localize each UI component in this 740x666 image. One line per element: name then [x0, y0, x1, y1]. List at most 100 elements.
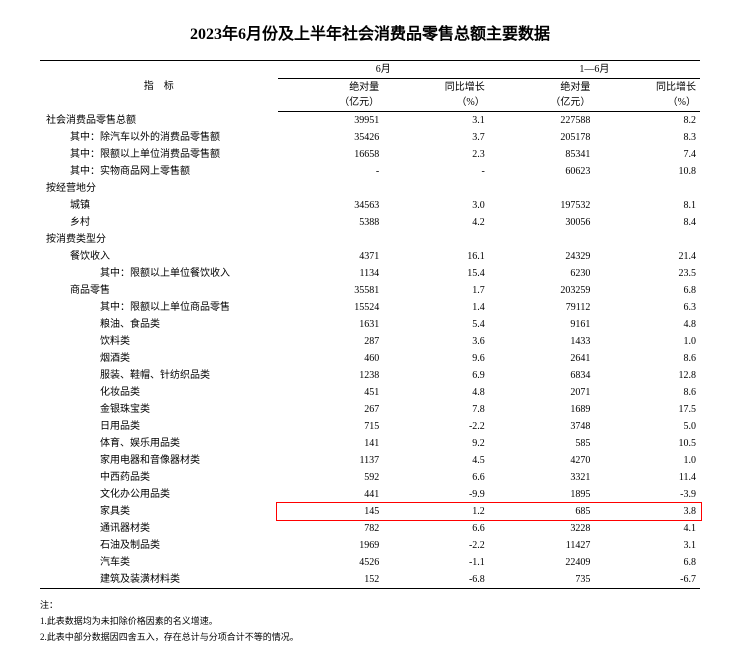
row-label: 其中：除汽车以外的消费品零售额 [40, 129, 278, 146]
cell-v2: 6230 [489, 265, 595, 282]
cell-v1: 1137 [278, 452, 384, 469]
table-row: 家具类1451.26853.8 [40, 503, 700, 520]
header-indicator: 指 标 [40, 61, 278, 112]
table-row: 按消费类型分 [40, 231, 700, 248]
cell-g2: 21.4 [594, 248, 700, 265]
table-row: 其中：除汽车以外的消费品零售额354263.72051788.3 [40, 129, 700, 146]
cell-v1: 34563 [278, 197, 384, 214]
cell-v2: 2071 [489, 384, 595, 401]
table-container: 指 标 6月 1—6月 绝对量（亿元） 同比增长（%） 绝对量（亿元） 同比增长… [40, 60, 700, 589]
cell-g1: 6.9 [383, 367, 489, 384]
cell-g1: 5.4 [383, 316, 489, 333]
row-label: 日用品类 [40, 418, 278, 435]
row-label: 商品零售 [40, 282, 278, 299]
table-row: 金银珠宝类2677.8168917.5 [40, 401, 700, 418]
cell-g2: 8.3 [594, 129, 700, 146]
table-row: 家用电器和音像器材类11374.542701.0 [40, 452, 700, 469]
cell-v1: 267 [278, 401, 384, 418]
cell-v2: 197532 [489, 197, 595, 214]
cell-v2: 9161 [489, 316, 595, 333]
table-row: 乡村53884.2300568.4 [40, 214, 700, 231]
cell-v2: 205178 [489, 129, 595, 146]
row-label: 其中：实物商品网上零售额 [40, 163, 278, 180]
row-label: 金银珠宝类 [40, 401, 278, 418]
cell-g1: 4.8 [383, 384, 489, 401]
cell-g1: 7.8 [383, 401, 489, 418]
cell-v2: 3228 [489, 520, 595, 537]
table-row: 中西药品类5926.6332111.4 [40, 469, 700, 486]
table-row: 汽车类4526-1.1224096.8 [40, 554, 700, 571]
row-label: 体育、娱乐用品类 [40, 435, 278, 452]
cell-g1: 1.4 [383, 299, 489, 316]
cell-v1: 460 [278, 350, 384, 367]
row-label: 通讯器材类 [40, 520, 278, 537]
cell-v2: 735 [489, 571, 595, 589]
table-row: 服装、鞋帽、针纺织品类12386.9683412.8 [40, 367, 700, 384]
cell-g1: 16.1 [383, 248, 489, 265]
row-label: 粮油、食品类 [40, 316, 278, 333]
cell-v1: 441 [278, 486, 384, 503]
table-row: 建筑及装潢材料类152-6.8735-6.7 [40, 571, 700, 589]
cell-v2: 4270 [489, 452, 595, 469]
table-row: 日用品类715-2.237485.0 [40, 418, 700, 435]
row-label: 社会消费品零售总额 [40, 112, 278, 130]
cell-g2 [594, 180, 700, 197]
cell-g1: 3.0 [383, 197, 489, 214]
cell-v2: 22409 [489, 554, 595, 571]
cell-v2: 3321 [489, 469, 595, 486]
cell-v1: 4526 [278, 554, 384, 571]
cell-v1: 451 [278, 384, 384, 401]
row-label: 建筑及装潢材料类 [40, 571, 278, 589]
cell-g1: - [383, 163, 489, 180]
row-label: 其中：限额以上单位餐饮收入 [40, 265, 278, 282]
table-row: 商品零售355811.72032596.8 [40, 282, 700, 299]
cell-g2: 3.1 [594, 537, 700, 554]
cell-v1: 35581 [278, 282, 384, 299]
cell-g1: 6.6 [383, 520, 489, 537]
cell-v2: 6834 [489, 367, 595, 384]
table-row: 按经营地分 [40, 180, 700, 197]
cell-v2 [489, 180, 595, 197]
cell-g1: 4.5 [383, 452, 489, 469]
cell-v2: 60623 [489, 163, 595, 180]
cell-g2: 8.6 [594, 384, 700, 401]
page-title: 2023年6月份及上半年社会消费品零售总额主要数据 [40, 20, 700, 44]
cell-v2: 685 [489, 503, 595, 520]
cell-g1: -6.8 [383, 571, 489, 589]
cell-g2: 5.0 [594, 418, 700, 435]
table-row: 体育、娱乐用品类1419.258510.5 [40, 435, 700, 452]
row-label: 其中：限额以上单位商品零售 [40, 299, 278, 316]
row-label: 家用电器和音像器材类 [40, 452, 278, 469]
cell-v1: 145 [278, 503, 384, 520]
cell-g1: -2.2 [383, 537, 489, 554]
cell-g2: 6.8 [594, 554, 700, 571]
cell-v1: 782 [278, 520, 384, 537]
cell-g1: 1.2 [383, 503, 489, 520]
table-row: 其中：限额以上单位消费品零售额166582.3853417.4 [40, 146, 700, 163]
cell-g2: -6.7 [594, 571, 700, 589]
cell-g2: 4.1 [594, 520, 700, 537]
cell-v2: 79112 [489, 299, 595, 316]
cell-g2: 12.8 [594, 367, 700, 384]
cell-v2: 85341 [489, 146, 595, 163]
cell-g2: -3.9 [594, 486, 700, 503]
cell-g2: 10.5 [594, 435, 700, 452]
header-period2: 1—6月 [489, 61, 700, 79]
table-row: 化妆品类4514.820718.6 [40, 384, 700, 401]
cell-v1: 15524 [278, 299, 384, 316]
cell-g1: 3.6 [383, 333, 489, 350]
cell-g2: 1.0 [594, 452, 700, 469]
cell-v1: 39951 [278, 112, 384, 130]
cell-v1: 5388 [278, 214, 384, 231]
row-label: 饮料类 [40, 333, 278, 350]
data-table: 指 标 6月 1—6月 绝对量（亿元） 同比增长（%） 绝对量（亿元） 同比增长… [40, 60, 700, 589]
cell-g1: 3.7 [383, 129, 489, 146]
cell-g1: 9.6 [383, 350, 489, 367]
cell-v1: 1134 [278, 265, 384, 282]
cell-v1: 1238 [278, 367, 384, 384]
row-label: 文化办公用品类 [40, 486, 278, 503]
cell-v2: 1433 [489, 333, 595, 350]
row-label: 中西药品类 [40, 469, 278, 486]
cell-g2: 8.4 [594, 214, 700, 231]
cell-v2: 1895 [489, 486, 595, 503]
